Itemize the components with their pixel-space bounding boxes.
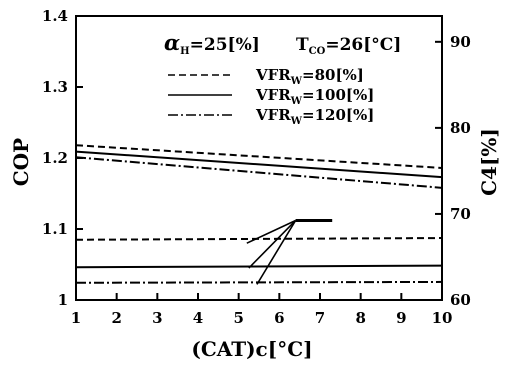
ticks: 1 2 3 4 5 6 7 8 9 10 1 1.1 1.2 1.3 1.4 60 70 80 90 xyxy=(42,7,471,327)
x-tick-label: 2 xyxy=(111,309,121,327)
series-line-solid-right xyxy=(75,264,443,269)
x-tick-label: 10 xyxy=(432,309,453,327)
x-tick-label: 9 xyxy=(396,309,406,327)
legend-label-vfr-80: VFRW=80[%] xyxy=(255,66,364,87)
x-tick-label: 6 xyxy=(274,309,284,327)
pointer-line xyxy=(248,219,297,269)
y-left-tick-label: 1.2 xyxy=(42,149,68,167)
y-right-tick-label: 80 xyxy=(450,119,471,137)
pointer-arrows xyxy=(246,218,333,285)
y-right-tick-label: 70 xyxy=(450,205,471,223)
y-axis-left-label: COP xyxy=(9,138,33,186)
parameters-annotation: αH=25[%] TCO=26[°C] xyxy=(164,30,401,57)
x-tick-label: 7 xyxy=(315,309,325,327)
legend-item-vfr-120: VFRW=120[%] xyxy=(168,106,374,127)
pointer-line xyxy=(246,219,296,244)
series-lines xyxy=(75,144,443,284)
y-axis-right-label: C4[%] xyxy=(477,128,501,196)
legend-item-vfr-100: VFRW=100[%] xyxy=(168,86,374,107)
x-tick-label: 4 xyxy=(193,309,203,327)
legend-label-vfr-120: VFRW=120[%] xyxy=(255,106,374,127)
legend: VFRW=80[%] VFRW=100[%] VFRW=120[%] xyxy=(168,66,374,127)
y-left-tick-label: 1 xyxy=(58,291,68,309)
legend-item-vfr-80: VFRW=80[%] xyxy=(168,66,364,87)
pointer-line xyxy=(256,220,297,285)
legend-label-vfr-100: VFRW=100[%] xyxy=(255,86,374,107)
x-axis-label: (CAT)c[°C] xyxy=(191,337,312,361)
series-line-dashdot-left xyxy=(75,156,443,189)
x-tick-label: 5 xyxy=(233,309,243,327)
series-line-dashed-right xyxy=(75,237,443,241)
y-left-tick-label: 1.1 xyxy=(42,220,68,238)
x-tick-label: 3 xyxy=(152,309,162,327)
alpha-parameter: αH=25[%] xyxy=(164,30,260,57)
y-right-tick-label: 90 xyxy=(450,33,471,51)
y-left-tick-label: 1.4 xyxy=(42,7,68,25)
y-left-tick-label: 1.3 xyxy=(42,78,68,96)
y-right-tick-label: 60 xyxy=(450,291,471,309)
temperature-parameter: TCO=26[°C] xyxy=(296,35,401,57)
series-line-solid-left xyxy=(75,150,443,179)
x-tick-label: 8 xyxy=(355,309,365,327)
x-tick-label: 1 xyxy=(71,309,81,327)
series-line-dashed-left xyxy=(75,144,443,169)
